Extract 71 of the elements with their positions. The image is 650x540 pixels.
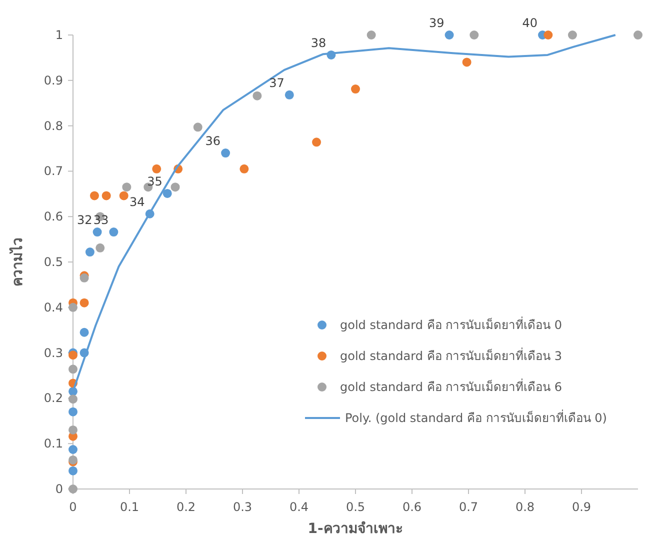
point <box>68 425 78 434</box>
point <box>544 30 553 40</box>
x-tick-label: 0.5 <box>346 500 366 514</box>
y-tick-label: 1 <box>55 28 63 42</box>
annotation: 35 <box>147 174 162 188</box>
point <box>109 228 118 237</box>
point <box>152 164 162 174</box>
point <box>312 138 322 147</box>
point <box>68 466 78 476</box>
point <box>80 328 89 337</box>
legend-label: Poly. (gold standard คือ การนับเม็ดยาที่เดือน 0) <box>345 409 607 425</box>
y-tick-label: 0.7 <box>44 164 63 178</box>
annotation: 34 <box>130 194 145 209</box>
y-tick-label: 0.4 <box>44 300 63 314</box>
point <box>122 182 132 192</box>
point <box>80 298 89 308</box>
point <box>92 228 102 237</box>
y-tick-label: 0.5 <box>44 255 63 269</box>
x-tick-label: 0.9 <box>572 500 592 514</box>
y-tick-label: 0.6 <box>44 210 63 224</box>
annotation: 39 <box>429 16 444 30</box>
x-tick-label: 0.1 <box>120 500 140 514</box>
y-tick-label: 0.1 <box>44 436 63 451</box>
annotation: 37 <box>269 76 284 90</box>
point <box>444 30 454 40</box>
point <box>119 191 128 200</box>
legend-label: gold standard คือ การนับเม็ดยาที่เดือน 6 <box>340 378 562 394</box>
point <box>68 407 78 416</box>
legend-label: gold standard คือ การนับเม็ดยาที่เดือน 3 <box>340 347 562 363</box>
x-tick-label: 0.2 <box>176 500 196 514</box>
point <box>462 58 472 67</box>
point <box>68 394 78 404</box>
annotation: 33 <box>93 213 109 228</box>
annotation: 32 <box>77 213 92 228</box>
x-tick-label: 0.6 <box>402 500 422 514</box>
annotation: 36 <box>205 134 221 148</box>
point <box>634 30 642 40</box>
legend-label: gold standard คือ การนับเม็ดยาที่เดือน 0 <box>340 316 562 332</box>
y-tick-label: 0.9 <box>44 73 63 88</box>
point <box>221 148 230 158</box>
point <box>162 188 172 198</box>
point <box>90 191 99 200</box>
annotation: 38 <box>310 36 326 50</box>
point <box>366 30 376 40</box>
point <box>351 84 360 94</box>
x-axis-title: 1-ความจำเพาะ <box>308 521 404 537</box>
x-tick-label: 0.8 <box>515 500 535 514</box>
x-tick-label: 0.3 <box>232 500 252 514</box>
point <box>68 364 78 374</box>
point <box>252 91 262 100</box>
point <box>470 30 479 40</box>
y-tick-label: 0.8 <box>44 118 63 133</box>
point <box>102 191 111 200</box>
y-axis-title: ความไว <box>8 238 26 286</box>
y-tick-label: 0.3 <box>44 346 63 360</box>
point <box>68 445 78 454</box>
point <box>68 302 78 312</box>
point <box>193 122 202 132</box>
point <box>96 243 105 252</box>
point <box>170 182 180 192</box>
x-tick-label: 0.4 <box>289 500 309 514</box>
y-tick-label: 0.2 <box>44 391 63 406</box>
point <box>240 164 249 174</box>
point <box>284 90 294 100</box>
annotation: 40 <box>522 16 538 30</box>
point <box>85 248 94 257</box>
point <box>68 350 78 360</box>
point <box>568 30 577 40</box>
x-tick-label: 0.7 <box>458 500 478 514</box>
y-tick-label: 0 <box>55 482 63 496</box>
x-tick-label: 0 <box>69 500 77 514</box>
